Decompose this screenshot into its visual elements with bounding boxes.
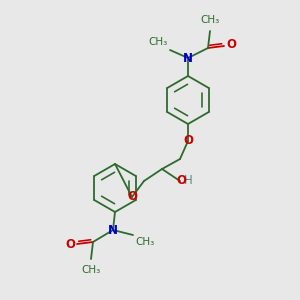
Text: CH₃: CH₃ bbox=[135, 237, 154, 247]
Text: O: O bbox=[176, 175, 186, 188]
Text: CH₃: CH₃ bbox=[149, 37, 168, 47]
Text: N: N bbox=[183, 52, 193, 64]
Text: O: O bbox=[127, 190, 137, 203]
Text: O: O bbox=[183, 134, 193, 148]
Text: CH₃: CH₃ bbox=[81, 265, 101, 275]
Text: N: N bbox=[108, 224, 118, 236]
Text: H: H bbox=[184, 173, 192, 187]
Text: O: O bbox=[65, 238, 75, 251]
Text: CH₃: CH₃ bbox=[200, 15, 220, 25]
Text: O: O bbox=[226, 38, 236, 52]
